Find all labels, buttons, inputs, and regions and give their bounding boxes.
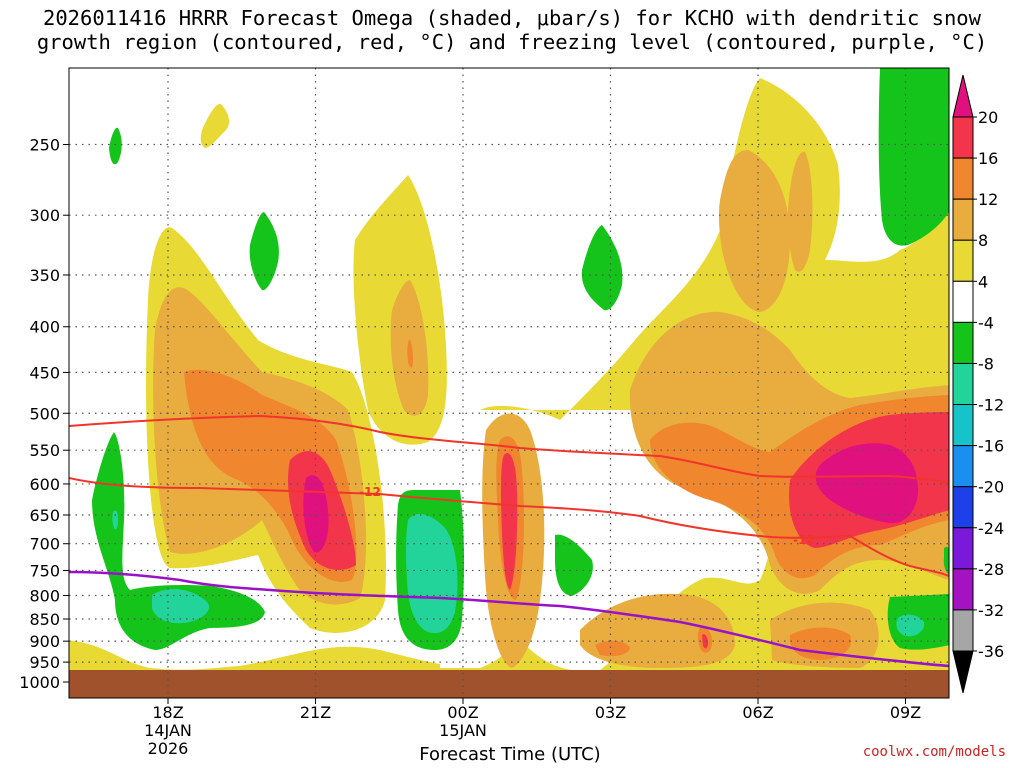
omega-region [555, 534, 593, 596]
y-tick-label: 400 [29, 318, 60, 337]
omega-region [581, 225, 623, 311]
isotherm-line [69, 414, 949, 483]
omega-region [595, 640, 630, 657]
y-tick-label: 800 [29, 586, 60, 605]
x-tick-label: 09Z [890, 703, 921, 722]
omega-region [878, 68, 949, 246]
freezing-level-line [69, 570, 949, 668]
y-tick-label: 500 [29, 404, 60, 423]
colorbar-label: -8 [978, 354, 994, 373]
colorbar-label: 4 [978, 272, 988, 291]
colorbar-label: 20 [978, 108, 998, 127]
colorbar: 20 16 12 8 4 -4 -8 -12 -16 -20 -24 -28 -32 -36 [952, 74, 1004, 694]
colorbar-swatch [952, 404, 974, 447]
omega-region [200, 103, 230, 148]
colorbar-label: -16 [978, 437, 1004, 456]
x-axis-title: Forecast Time (UTC) [419, 744, 601, 765]
y-tick-label: 250 [29, 136, 60, 155]
colorbar-label: -24 [978, 519, 1004, 538]
y-tick-label: 850 [29, 610, 60, 629]
omega-region [787, 151, 813, 272]
colorbar-label: 8 [978, 231, 988, 250]
credit-link[interactable]: coolwx.com/models [862, 744, 1006, 760]
contours: -12 -12 [69, 414, 949, 668]
chart-title: 2026011416 HRRR Forecast Omega (shaded, … [0, 6, 1024, 54]
omega-region [580, 593, 735, 668]
x-tick-date: 14JAN [144, 721, 192, 740]
colorbar-label: -20 [978, 478, 1004, 497]
colorbar-bottom-arrow [952, 650, 974, 694]
contour-label: -12 [359, 485, 381, 499]
colorbar-swatch [952, 609, 974, 652]
colorbar-label: -36 [978, 642, 1004, 661]
colorbar-swatch [952, 116, 974, 159]
y-tick-label: 350 [29, 266, 60, 285]
plot-frame [68, 67, 950, 699]
grid [69, 68, 949, 698]
omega-region [303, 475, 329, 553]
omega-region [789, 627, 851, 660]
y-tick-label: 750 [29, 561, 60, 580]
colorbar-label: -12 [978, 396, 1004, 415]
colorbar-swatch [952, 280, 974, 323]
omega-region [406, 513, 458, 634]
x-tick-label: 06Z [742, 703, 773, 722]
colorbar-swatch [952, 198, 974, 241]
x-tick-date: 15JAN [439, 721, 487, 740]
y-tick-label: 1000 [19, 673, 60, 692]
omega-region [896, 614, 925, 637]
colorbar-swatch [952, 486, 974, 529]
isotherm-line [69, 477, 949, 577]
terrain-bar [69, 670, 949, 698]
x-tick-year: 2026 [148, 739, 189, 758]
colorbar-swatch [952, 239, 974, 282]
x-tick-label: 18Z [152, 703, 183, 722]
x-tick-label: 00Z [447, 703, 478, 722]
omega-region [943, 546, 949, 575]
omega-region [815, 443, 918, 524]
colorbar-label: 16 [978, 149, 998, 168]
x-tick-label: 03Z [595, 703, 626, 722]
colorbar-swatch [952, 321, 974, 364]
omega-region [718, 150, 790, 312]
omega-region [112, 510, 118, 530]
colorbar-label: -28 [978, 560, 1004, 579]
omega-region [407, 339, 413, 368]
colorbar-swatch [952, 362, 974, 406]
colorbar-swatch [952, 568, 974, 611]
title-line-2: growth region (contoured, red, °C) and f… [36, 30, 988, 54]
y-tick-label: 900 [29, 632, 60, 651]
colorbar-label: -4 [978, 313, 994, 332]
omega-region [152, 588, 210, 624]
omega-region [109, 127, 122, 165]
y-tick-label: 300 [29, 206, 60, 225]
y-tick-label: 550 [29, 441, 60, 460]
omega-region [833, 283, 949, 357]
colorbar-label: 12 [978, 190, 998, 209]
y-tick-label: 600 [29, 475, 60, 494]
colorbar-swatch [952, 527, 974, 570]
x-tick-label: 21Z [300, 703, 331, 722]
contour-label: -12 [793, 533, 815, 547]
y-tick-label: 700 [29, 535, 60, 554]
y-tick-label: 650 [29, 506, 60, 525]
omega-region [702, 634, 708, 649]
omega-region [249, 212, 279, 291]
y-tick-label: 450 [29, 363, 60, 382]
y-axis: 250 300 350 400 450 500 550 600 650 700 750 800 850 9… [19, 136, 69, 692]
y-tick-label: 950 [29, 653, 60, 672]
title-line-1: 2026011416 HRRR Forecast Omega (shaded, … [43, 6, 981, 30]
omega-region [501, 453, 518, 590]
colorbar-swatch [952, 445, 974, 488]
colorbar-swatch [952, 157, 974, 200]
colorbar-top-arrow [952, 74, 974, 118]
colorbar-label: -32 [978, 601, 1004, 620]
